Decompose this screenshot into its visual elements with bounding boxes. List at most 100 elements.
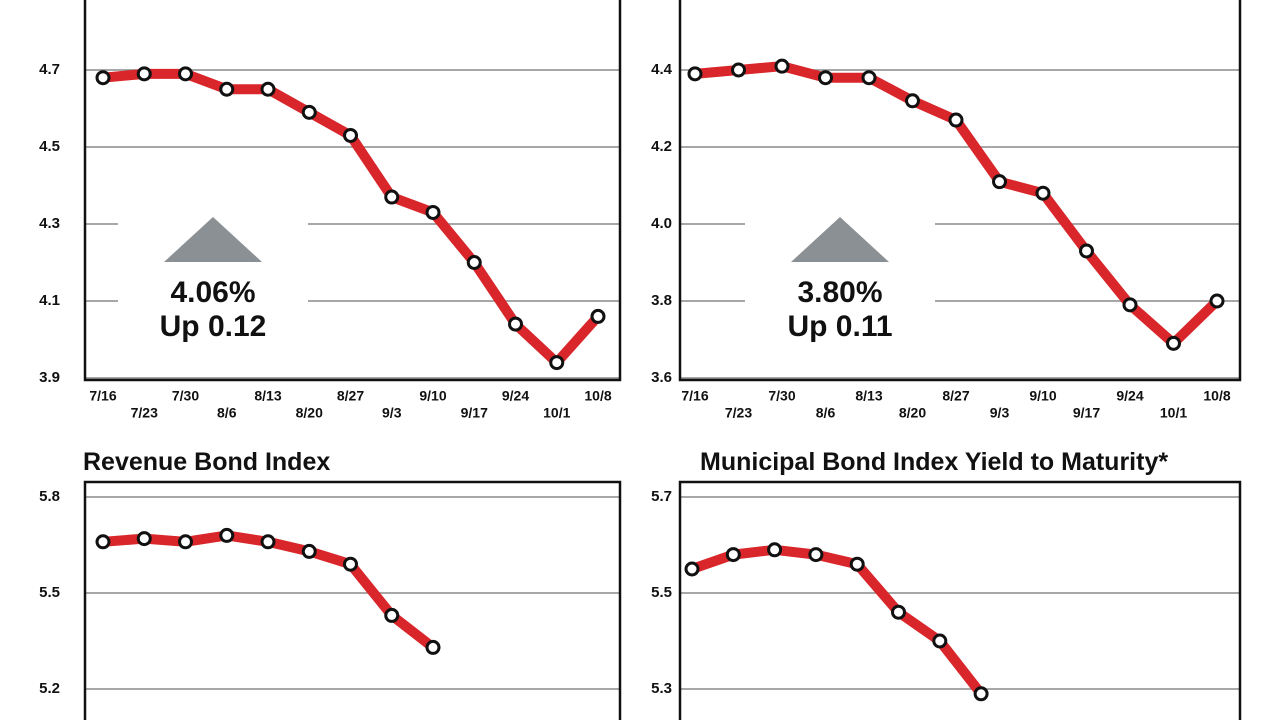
x-tick-label: 7/30 xyxy=(768,388,795,404)
x-tick-label: 7/23 xyxy=(725,405,752,421)
x-tick-label: 8/6 xyxy=(217,405,237,421)
data-point xyxy=(136,531,152,547)
data-point xyxy=(905,93,920,109)
data-point xyxy=(343,556,358,572)
x-tick-label: 9/3 xyxy=(382,405,402,421)
x-tick-label: 8/27 xyxy=(942,388,969,404)
x-tick-label: 9/10 xyxy=(1029,388,1056,404)
y-tick-label: 4.3 xyxy=(39,215,60,232)
chart-title: Municipal Bond Index Yield to Maturity* xyxy=(700,448,1168,476)
y-tick-label: 4.2 xyxy=(651,138,672,155)
annotation-text: Up 0.11 xyxy=(787,310,892,343)
data-point xyxy=(95,70,111,86)
data-point xyxy=(731,62,746,78)
data-point xyxy=(687,66,703,82)
data-point xyxy=(219,81,235,97)
data-point xyxy=(136,66,152,82)
x-tick-label: 9/17 xyxy=(461,405,488,421)
data-point xyxy=(384,189,400,205)
data-point xyxy=(343,127,358,143)
x-tick-label: 8/20 xyxy=(899,405,926,421)
x-tick-label: 8/27 xyxy=(337,388,364,404)
data-point xyxy=(1079,243,1094,259)
annotation-text: Up 0.12 xyxy=(160,310,267,343)
x-tick-label: 9/17 xyxy=(1073,405,1100,421)
y-tick-label: 4.5 xyxy=(39,138,60,155)
data-point xyxy=(1166,335,1181,351)
data-point xyxy=(466,255,482,270)
data-point xyxy=(301,104,317,120)
data-point xyxy=(1209,293,1225,309)
data-point xyxy=(725,547,741,563)
data-point xyxy=(95,534,111,550)
up-arrow xyxy=(164,217,262,262)
annotation-text: 4.06% xyxy=(170,276,255,309)
y-tick-label: 3.8 xyxy=(651,292,672,309)
data-point xyxy=(861,70,877,86)
x-tick-label: 7/30 xyxy=(172,388,199,404)
data-point xyxy=(425,204,441,220)
x-tick-label: 7/23 xyxy=(131,405,158,421)
x-tick-label: 9/10 xyxy=(419,388,446,404)
y-tick-label: 4.4 xyxy=(651,61,673,78)
y-tick-label: 4.1 xyxy=(39,292,60,309)
data-point xyxy=(948,112,964,128)
up-arrow xyxy=(791,217,889,262)
chart-title: Revenue Bond Index xyxy=(83,448,330,476)
data-point xyxy=(260,81,276,97)
data-point xyxy=(384,607,400,623)
data-point xyxy=(178,534,193,550)
data-point xyxy=(849,556,865,572)
y-tick-label: 3.9 xyxy=(39,369,60,386)
data-point xyxy=(178,66,193,82)
x-tick-label: 8/6 xyxy=(816,405,836,421)
plot-frame xyxy=(678,0,1242,382)
x-tick-label: 8/13 xyxy=(855,388,882,404)
x-tick-label: 7/16 xyxy=(89,388,116,404)
data-point xyxy=(219,527,235,543)
plot-frame xyxy=(83,0,622,382)
series-line xyxy=(687,544,987,699)
x-tick-label: 9/3 xyxy=(990,405,1010,421)
data-point xyxy=(684,561,700,577)
data-point xyxy=(808,547,824,563)
x-tick-label: 10/1 xyxy=(543,405,570,421)
y-tick-label: 5.7 xyxy=(651,488,672,505)
series-line xyxy=(98,530,438,653)
y-tick-label: 5.3 xyxy=(651,680,672,697)
x-tick-label: 10/8 xyxy=(1203,388,1230,404)
data-point xyxy=(774,58,790,74)
y-tick-label: 4.9 xyxy=(39,0,60,1)
data-point xyxy=(260,534,276,550)
data-point xyxy=(818,70,833,86)
y-tick-label: 5.2 xyxy=(39,680,60,697)
data-point xyxy=(973,686,989,702)
data-point xyxy=(301,543,317,559)
data-point xyxy=(1122,297,1138,313)
y-tick-label: 5.8 xyxy=(39,488,60,505)
data-point xyxy=(425,639,441,655)
data-point xyxy=(932,633,948,649)
annotation-text: 3.80% xyxy=(797,276,882,309)
data-point xyxy=(891,604,906,620)
y-tick-label: 4.0 xyxy=(651,215,672,232)
x-tick-label: 7/16 xyxy=(681,388,708,404)
y-tick-label: 3.6 xyxy=(651,369,672,386)
data-point xyxy=(508,316,523,332)
x-tick-label: 8/20 xyxy=(296,405,323,421)
y-tick-label: 5.5 xyxy=(651,584,672,601)
data-point xyxy=(767,542,783,558)
y-tick-label: 4.7 xyxy=(39,61,60,78)
plot-frame xyxy=(83,480,622,720)
x-tick-label: 9/24 xyxy=(1116,388,1143,404)
data-point xyxy=(549,355,565,371)
data-point xyxy=(1035,185,1051,201)
x-tick-label: 10/8 xyxy=(584,388,611,404)
x-tick-label: 9/24 xyxy=(502,388,529,404)
y-tick-label: 5.5 xyxy=(39,584,60,601)
data-point xyxy=(590,308,606,324)
x-tick-label: 10/1 xyxy=(1160,405,1187,421)
data-point xyxy=(992,174,1007,190)
